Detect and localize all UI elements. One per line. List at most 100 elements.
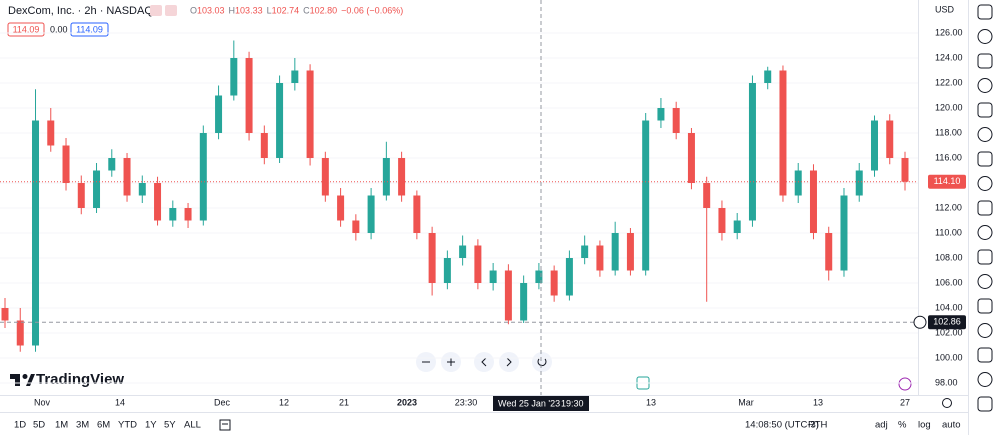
settings-button[interactable] [942,398,952,408]
event-marker[interactable] [898,377,912,391]
y-tick-label: 104.00 [935,302,963,312]
sidebar-icon[interactable] [977,396,993,412]
x-tick-label: 27 [900,397,910,407]
indicator-icon[interactable] [165,5,177,16]
crosshair-price-box [928,315,966,330]
candle-body [764,70,772,83]
scroll-right[interactable] [499,352,519,372]
sidebar-icon[interactable] [977,29,993,44]
candle-body [93,170,101,208]
sidebar-icon[interactable] [977,249,993,265]
candle-body [840,195,848,271]
candle-body [62,145,70,183]
candle-body [870,120,878,171]
range-button[interactable]: ALL [184,420,201,431]
crosshair-time-box [493,396,589,411]
scale-toggle[interactable]: adj [875,420,888,431]
range-button[interactable]: YTD [118,420,137,431]
ohlc-low: 102.74 [272,5,300,15]
range-button[interactable]: 5Y [164,420,176,431]
crosshair-clock: 19:30 [561,398,584,408]
sidebar-icon[interactable] [977,200,993,216]
y-tick-label: 110.00 [935,227,962,237]
range-button[interactable]: 1D [14,420,26,431]
candle-body [47,120,55,146]
x-tick-label: 23:30 [455,397,478,407]
candle-body [16,320,24,346]
sidebar-icon[interactable] [977,323,993,338]
sidebar-icon[interactable] [977,127,993,142]
candle-body [169,208,177,221]
sidebar-icon[interactable] [977,298,993,314]
candle-body [809,170,817,233]
candle-body [474,245,482,283]
range-button[interactable]: 1M [55,420,68,431]
navigation-buttons [416,352,552,372]
x-tick-label: 12 [279,397,289,407]
sidebar-icon[interactable] [977,274,993,289]
candle-body [352,220,360,233]
candle-body [504,270,512,321]
candle-body [428,233,436,283]
date-range-icon[interactable] [219,419,231,431]
candle-body [77,183,85,208]
scale-toggle[interactable]: % [898,420,907,431]
y-tick-label: 98.00 [935,377,958,387]
candle-body [32,120,40,346]
sidebar-icon[interactable] [977,102,993,118]
currency[interactable]: USD [935,4,955,14]
indicator-icon[interactable] [150,5,162,16]
scale-toggle[interactable]: auto [942,420,961,431]
sell-price: 114.09 [13,24,40,34]
candle-body [886,120,894,158]
sidebar-icon[interactable] [977,78,993,93]
range-button[interactable]: 5D [33,420,45,431]
sidebar-icon[interactable] [977,372,993,387]
last-price-box [928,174,966,189]
candle-body [520,283,528,321]
sidebar-icon[interactable] [977,176,993,191]
candle-body [321,158,329,196]
x-tick-label: 2023 [397,397,417,407]
logo: TradingView [10,371,124,388]
scale-toggle[interactable]: RTH [808,420,827,431]
candle-body [306,70,314,158]
sidebar-icon[interactable] [977,4,993,20]
ohlc-open-label: O [190,5,197,15]
range-button[interactable]: 3M [76,420,89,431]
candle-body [596,245,604,271]
x-tick-label: 21 [339,397,349,407]
scale-toggle[interactable]: log [918,420,931,431]
x-tick-label: 13 [813,397,823,407]
sidebar-icon[interactable] [977,53,993,69]
sidebar-icon[interactable] [977,151,993,167]
sidebar-icon[interactable] [977,225,993,240]
icon [537,358,547,367]
range-button[interactable]: 6M [97,420,110,431]
candle-body [687,133,695,183]
candle-body [413,195,421,233]
add-alert-button[interactable] [913,315,927,329]
candle-body [901,158,909,182]
sidebar-icon[interactable] [977,347,993,363]
scroll-left[interactable] [474,352,494,372]
candle-body [779,70,787,196]
y-tick-label: 108.00 [935,252,963,262]
candle-body [550,270,558,296]
crosshair-date: Wed 25 Jan '23 [498,398,560,408]
candle-body [184,208,192,221]
range-button[interactable]: 1Y [145,420,157,431]
y-tick-label: 100.00 [935,352,963,362]
reset[interactable] [532,352,552,372]
y-tick-label: 124.00 [935,52,963,62]
candle-body [672,108,680,133]
candle-body [718,208,726,233]
candle-body [748,83,756,221]
candle-body [459,245,467,258]
logo-mark [22,374,28,379]
candle-body [291,70,299,83]
icon [481,357,487,367]
candle-body [443,258,451,283]
